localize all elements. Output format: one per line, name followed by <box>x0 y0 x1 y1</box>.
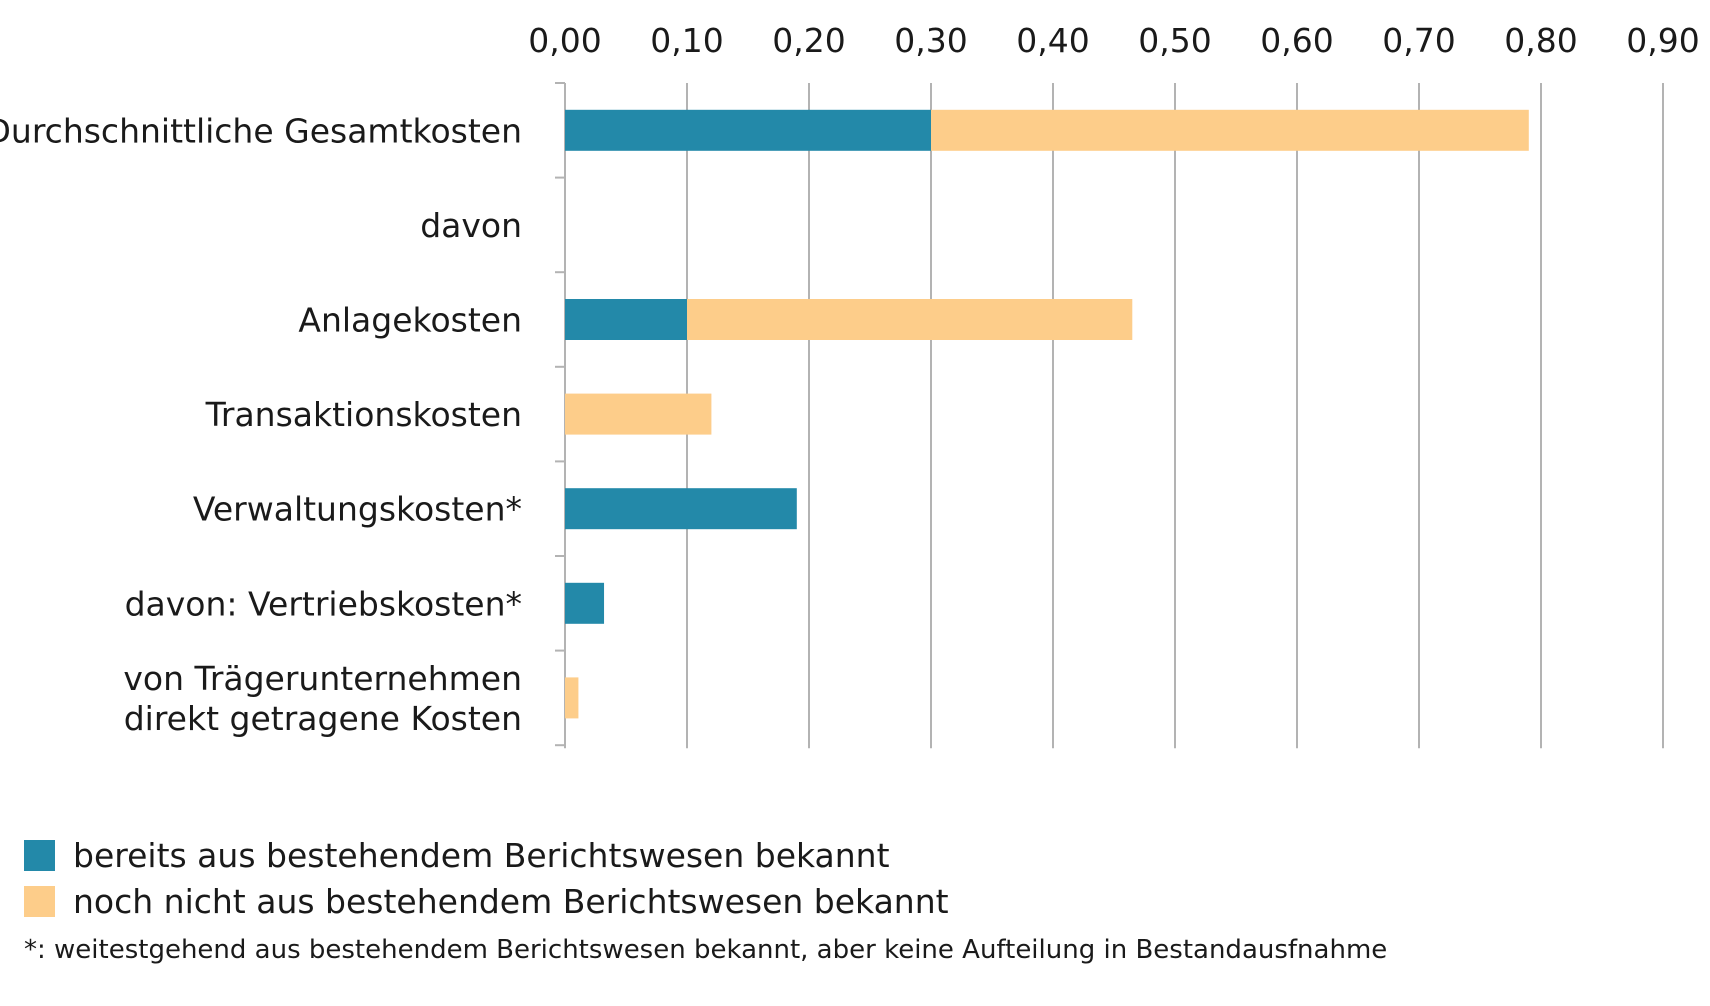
category-label: davon <box>420 206 522 245</box>
bar-segment <box>565 677 579 719</box>
category-label: Verwaltungskosten* <box>193 490 522 529</box>
x-tick-label: 0,10 <box>650 21 723 60</box>
bar-segment <box>687 299 1133 340</box>
x-tick-label: 0,30 <box>894 21 967 60</box>
legend: bereits aus bestehendem Berichtswesen be… <box>24 836 949 921</box>
x-tick-label: 0,20 <box>772 21 845 60</box>
x-tick-label: 0,80 <box>1504 21 1577 60</box>
category-label-line: von Trägerunternehmen <box>123 659 522 698</box>
footnote: *: weitestgehend aus bestehendem Bericht… <box>24 935 1387 965</box>
x-tick-label: 0,70 <box>1382 21 1455 60</box>
category-label: von Trägerunternehmen direkt getragene Ko… <box>123 659 522 738</box>
bar-segment <box>565 488 797 530</box>
x-tick-label: 0,90 <box>1626 21 1699 60</box>
legend-label: noch nicht aus bestehendem Berichtswesen… <box>73 882 949 921</box>
y-axis <box>555 82 566 749</box>
category-label: Durchschnittliche Gesamtkosten <box>0 111 522 150</box>
x-tick-labels: 0,00 0,10 0,20 0,30 0,40 0,50 0,60 0,70 0,80 0,90 <box>528 21 1699 60</box>
x-tick-label: 0,60 <box>1260 21 1333 60</box>
bar-segment <box>565 299 687 340</box>
gridlines <box>686 83 1664 749</box>
bars <box>565 109 1529 719</box>
category-labels: Durchschnittliche Gesamtkosten davon Anlag… <box>0 111 522 738</box>
category-label-line: davon: Vertriebskosten* <box>125 584 522 623</box>
x-tick-label: 0,40 <box>1016 21 1089 60</box>
category-label-line: Verwaltungskosten* <box>193 490 522 529</box>
legend-swatch <box>24 840 55 871</box>
category-label-line: direkt getragene Kosten <box>124 699 522 738</box>
category-label: Transaktionskosten <box>205 395 522 434</box>
bar-segment <box>565 582 605 624</box>
category-label-line: Transaktionskosten <box>205 395 522 434</box>
category-label-line: Durchschnittliche Gesamtkosten <box>0 111 522 150</box>
category-label: davon: Vertriebskosten* <box>125 584 522 623</box>
bar-segment <box>565 393 712 435</box>
x-tick-label: 0,50 <box>1138 21 1211 60</box>
legend-swatch <box>24 886 55 917</box>
category-label: Anlagekosten <box>298 301 522 340</box>
category-label-line: Anlagekosten <box>298 301 522 340</box>
footnote-group: *: weitestgehend aus bestehendem Bericht… <box>24 935 1387 965</box>
bar-segment <box>565 109 931 151</box>
legend-label: bereits aus bestehendem Berichtswesen be… <box>73 836 890 875</box>
x-tick-label: 0,00 <box>528 21 601 60</box>
category-label-line: davon <box>420 206 522 245</box>
bar-segment <box>931 109 1529 151</box>
